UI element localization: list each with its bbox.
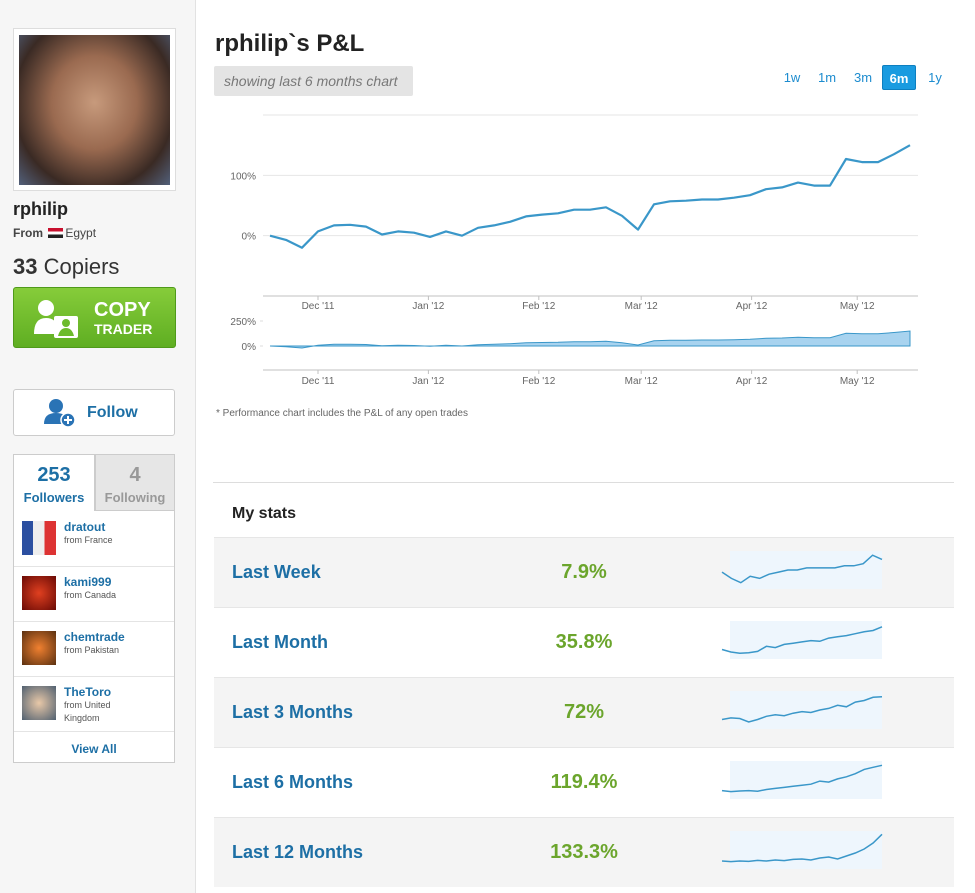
country: Egypt bbox=[65, 226, 97, 240]
pnl-line bbox=[269, 144, 911, 249]
tab-count: 253 bbox=[37, 464, 71, 486]
view-all[interactable]: View All bbox=[71, 742, 117, 756]
follower-avatar bbox=[22, 576, 56, 610]
navigator-area bbox=[269, 330, 911, 349]
follower-avatar bbox=[22, 631, 56, 665]
spark-bg bbox=[730, 621, 882, 659]
x-tick-label: Apr '12 bbox=[736, 301, 768, 312]
tab[interactable]: 4 Following bbox=[95, 454, 175, 511]
range-button[interactable]: 1m bbox=[817, 70, 837, 85]
copy-trader-button[interactable]: COPY TRADER bbox=[13, 287, 176, 348]
x-tick-label: Dec '11 bbox=[302, 301, 335, 312]
stats-label: Last Week bbox=[232, 562, 321, 582]
follow-label: Follow bbox=[87, 404, 138, 421]
tab-label: Following bbox=[104, 490, 166, 505]
copiers-count: 33 bbox=[13, 254, 38, 279]
x-tick-label: Jan '12 bbox=[412, 301, 444, 312]
stats-value: 119.4% bbox=[550, 771, 618, 793]
x-tick-label: Feb '12 bbox=[522, 376, 555, 387]
x-tick-label: Mar '12 bbox=[625, 376, 658, 387]
tab-label: Followers bbox=[23, 490, 85, 505]
follower-name: TheToro bbox=[64, 685, 112, 699]
stats-value: 133.3% bbox=[550, 841, 618, 863]
follower-name: kami999 bbox=[64, 575, 112, 589]
follow-icon bbox=[44, 399, 76, 428]
username: rphilip bbox=[13, 199, 68, 219]
sparkline bbox=[721, 626, 883, 655]
x-tick-label: May '12 bbox=[840, 301, 875, 312]
from-label: From bbox=[13, 226, 43, 240]
stats-label: Last Month bbox=[232, 632, 328, 652]
y-tick-label: 0% bbox=[242, 232, 257, 243]
follower-row[interactable]: TheToro from United Kingdom bbox=[14, 677, 174, 732]
copiers-label: Copiers bbox=[43, 254, 120, 279]
follower-row[interactable]: chemtrade from Pakistan bbox=[14, 622, 174, 677]
stats-value: 35.8% bbox=[555, 631, 613, 653]
copiers: 33 Copiers bbox=[13, 254, 119, 280]
spark-bg bbox=[730, 761, 882, 799]
location: From Egypt bbox=[13, 226, 96, 240]
avatar[interactable] bbox=[19, 35, 170, 185]
y-tick-label: 100% bbox=[230, 171, 256, 182]
x-tick-label: May '12 bbox=[840, 376, 875, 387]
sidebar: rphilip From Egypt 33 Copiers COPY TRADE… bbox=[0, 0, 196, 893]
tab[interactable]: 253 Followers bbox=[13, 454, 95, 511]
stats-label: Last 12 Months bbox=[232, 842, 364, 862]
follow-button[interactable]: Follow bbox=[13, 389, 175, 436]
sparkline bbox=[721, 833, 883, 863]
range-button[interactable]: 1w bbox=[783, 70, 801, 85]
avatar-frame bbox=[13, 28, 176, 191]
follower-location: from Canada bbox=[64, 590, 117, 600]
follower-row[interactable]: kami999 from Canada bbox=[14, 567, 174, 622]
follower-name: dratout bbox=[64, 520, 106, 534]
spark-bg bbox=[730, 831, 882, 869]
sparkline bbox=[721, 695, 883, 723]
x-tick-label: Feb '12 bbox=[522, 301, 555, 312]
footnote: * Performance chart includes the P&L of … bbox=[216, 408, 468, 419]
x-tick-label: Dec '11 bbox=[302, 376, 335, 387]
follower-row[interactable]: dratout from France bbox=[14, 512, 174, 567]
flag bbox=[48, 228, 64, 238]
separator bbox=[213, 482, 954, 483]
x-tick-label: Apr '12 bbox=[736, 376, 768, 387]
range-button[interactable]: 6m bbox=[882, 65, 916, 90]
stats-label: Last 6 Months bbox=[232, 772, 354, 792]
sparkline bbox=[721, 554, 883, 584]
trader-label: TRADER bbox=[94, 321, 153, 337]
page-title: rphilip`s P&L bbox=[215, 30, 365, 57]
copy-label: COPY bbox=[94, 299, 151, 321]
follower-avatar bbox=[22, 686, 56, 720]
spark-bg bbox=[730, 551, 882, 589]
spark-bg bbox=[730, 691, 882, 729]
follower-name: chemtrade bbox=[64, 630, 125, 644]
x-tick-label: Mar '12 bbox=[625, 301, 658, 312]
tab-count: 4 bbox=[129, 464, 141, 486]
x-tick-label: Jan '12 bbox=[412, 376, 444, 387]
subtitle: showing last 6 months chart bbox=[214, 66, 413, 96]
stats-title: My stats bbox=[232, 505, 297, 522]
copy-icon bbox=[34, 300, 78, 338]
follower-location: from United Kingdom bbox=[64, 700, 111, 723]
range-button[interactable]: 3m bbox=[853, 70, 873, 85]
follower-avatar bbox=[22, 521, 56, 555]
follower-location: from France bbox=[64, 535, 113, 545]
navigator-y-label: 0% bbox=[242, 342, 257, 353]
sparkline bbox=[721, 764, 883, 793]
stats-value: 72% bbox=[563, 701, 605, 723]
navigator-y-label: 250% bbox=[230, 317, 256, 328]
stats-value: 7.9% bbox=[561, 561, 607, 583]
stats-label: Last 3 Months bbox=[232, 702, 354, 722]
range-button[interactable]: 1y bbox=[928, 70, 942, 85]
follower-location: from Pakistan bbox=[64, 645, 120, 655]
